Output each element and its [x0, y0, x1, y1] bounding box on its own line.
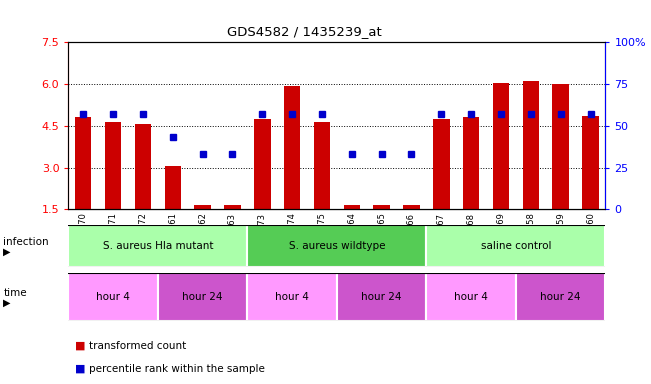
Text: GSM933074: GSM933074 [288, 213, 297, 263]
Text: hour 24: hour 24 [540, 291, 581, 302]
Text: GSM933075: GSM933075 [318, 213, 326, 263]
Text: ▶: ▶ [3, 247, 11, 257]
Text: GSM933069: GSM933069 [497, 213, 505, 263]
Text: ■: ■ [75, 341, 89, 351]
Text: GSM933062: GSM933062 [198, 213, 207, 263]
Bar [463, 117, 479, 209]
Text: time: time [3, 288, 27, 298]
Text: hour 24: hour 24 [182, 291, 223, 302]
Text: GSM933061: GSM933061 [169, 213, 177, 263]
Text: saline control: saline control [480, 241, 551, 251]
Bar [493, 83, 509, 209]
Bar [195, 205, 211, 209]
Bar [403, 205, 420, 209]
Bar [337, 273, 426, 321]
Bar [224, 205, 241, 209]
Bar [105, 122, 121, 209]
Bar [254, 119, 271, 209]
Text: GSM933073: GSM933073 [258, 213, 267, 263]
Bar [433, 119, 450, 209]
Text: GSM933072: GSM933072 [139, 213, 147, 263]
Text: GSM933064: GSM933064 [348, 213, 356, 263]
Text: hour 4: hour 4 [96, 291, 130, 302]
Text: GSM933065: GSM933065 [377, 213, 386, 263]
Bar [247, 273, 337, 321]
Text: GSM933063: GSM933063 [228, 213, 237, 263]
Text: GSM933066: GSM933066 [407, 213, 416, 263]
Bar [75, 117, 92, 209]
Bar [426, 225, 605, 267]
Bar [247, 225, 426, 267]
Bar [374, 205, 390, 209]
Text: S. aureus wildtype: S. aureus wildtype [288, 241, 385, 251]
Bar [314, 122, 330, 209]
Text: GSM933071: GSM933071 [109, 213, 118, 263]
Bar [135, 124, 151, 209]
Bar [582, 116, 599, 209]
Bar [344, 205, 360, 209]
Text: GSM933070: GSM933070 [79, 213, 88, 263]
Bar [158, 273, 247, 321]
Bar [426, 273, 516, 321]
Text: hour 4: hour 4 [454, 291, 488, 302]
Bar [516, 273, 605, 321]
Text: S. aureus Hla mutant: S. aureus Hla mutant [103, 241, 213, 251]
Bar [68, 273, 158, 321]
Text: GSM933059: GSM933059 [556, 213, 565, 263]
Text: infection: infection [3, 237, 49, 247]
Bar [68, 225, 247, 267]
Bar [284, 86, 300, 209]
Text: GDS4582 / 1435239_at: GDS4582 / 1435239_at [227, 25, 381, 38]
Bar [523, 81, 539, 209]
Text: ■: ■ [75, 364, 89, 374]
Bar [553, 84, 569, 209]
Text: GSM933068: GSM933068 [467, 213, 476, 263]
Text: hour 24: hour 24 [361, 291, 402, 302]
Bar [165, 166, 181, 209]
Text: transformed count: transformed count [89, 341, 186, 351]
Text: GSM933067: GSM933067 [437, 213, 446, 263]
Text: percentile rank within the sample: percentile rank within the sample [89, 364, 265, 374]
Text: hour 4: hour 4 [275, 291, 309, 302]
Text: GSM933060: GSM933060 [586, 213, 595, 263]
Text: GSM933058: GSM933058 [527, 213, 535, 263]
Text: ▶: ▶ [3, 297, 11, 308]
